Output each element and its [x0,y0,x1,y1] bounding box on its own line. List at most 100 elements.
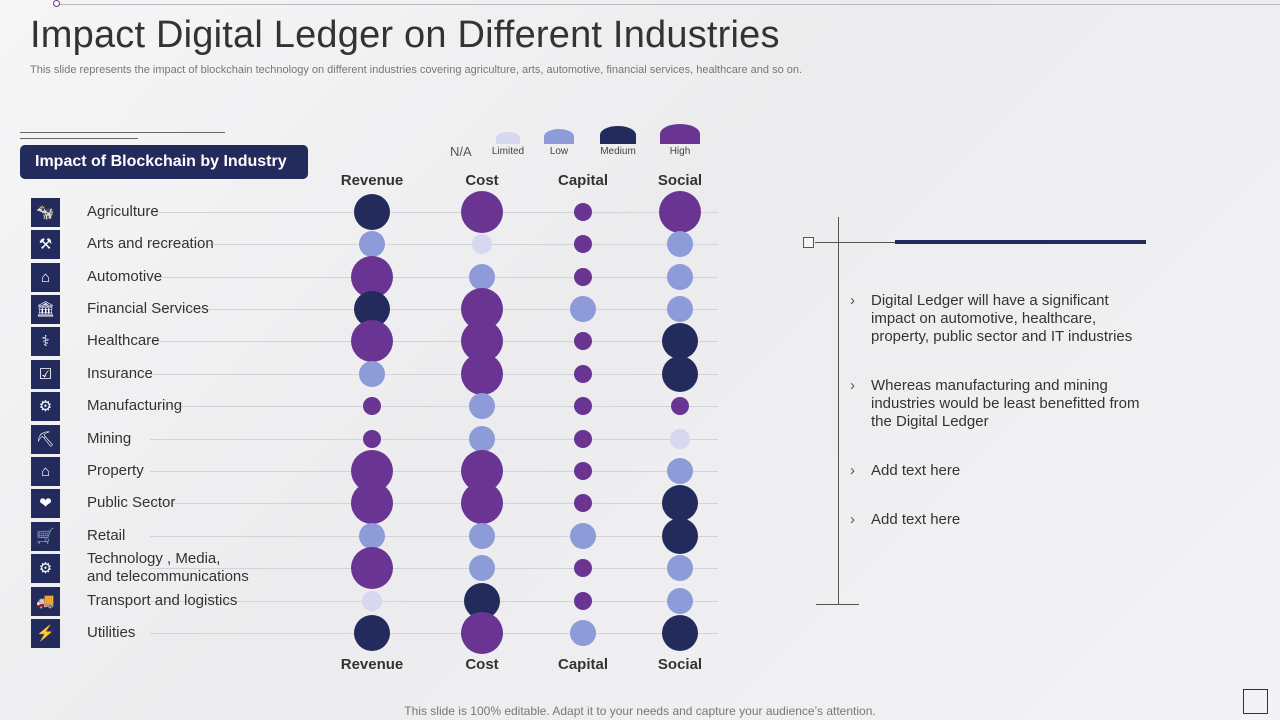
top-rule-dot [53,0,60,7]
bubble-capital [570,296,596,322]
property-icon: ⌂ [31,457,60,486]
section-header: Impact of Blockchain by Industry [20,145,308,179]
bubble-capital [574,494,592,512]
chevron-right-icon: › [850,511,855,528]
bubble-revenue [363,430,381,448]
bank-icon: 🏛 [31,295,60,324]
bubble-capital [574,365,592,383]
bubble-cost [469,555,495,581]
bubble-capital [574,559,592,577]
point-text: Add text here [871,511,961,528]
cart-icon: 🛒 [31,522,60,551]
legend-item: Low [534,129,584,157]
automotive-icon: ⌂ [31,263,60,292]
row-guide-line [150,471,718,472]
bubble-capital [574,268,592,286]
industry-label: Retail [87,527,126,544]
row-guide-line [150,277,718,278]
bubble-social [662,485,698,521]
legend-swatch [544,129,574,144]
timeline-cap [816,604,859,605]
bubble-revenue [351,547,393,589]
column-header-top-cost: Cost [465,172,499,189]
bubble-revenue [351,482,393,524]
bubble-social [662,323,698,359]
row-guide-line [150,568,718,569]
legend-label: Medium [600,146,636,157]
legend-label: Low [549,146,569,157]
insurance-icon: ☑ [31,360,60,389]
legend-swatch [660,124,700,144]
legend-swatch [600,126,636,144]
bubble-cost [469,264,495,290]
truck-icon: 🚚 [31,587,60,616]
bubble-social [662,615,698,651]
page-title: Impact Digital Ledger on Different Indus… [30,14,780,56]
column-header-top-capital: Capital [557,172,608,189]
industry-label: Technology , Media, and telecommunication… [87,550,249,585]
bubble-capital [574,203,592,221]
bubble-social [667,555,693,581]
bubble-cost [469,523,495,549]
legend-label: High [669,146,691,157]
column-header-bottom-revenue: Revenue [340,656,404,673]
bubble-capital [574,332,592,350]
row-guide-line [150,374,718,375]
chevron-right-icon: › [850,377,855,394]
bubble-cost [472,234,492,254]
row-guide-line [150,309,718,310]
tech-gear-icon: ⚙ [31,554,60,583]
bubble-cost [469,426,495,452]
industry-label: Manufacturing [87,397,183,414]
bubble-revenue [362,591,382,611]
industry-label: Public Sector [87,494,176,511]
chevron-right-icon: › [850,292,855,309]
bubble-social [667,588,693,614]
row-guide-line [150,633,718,634]
point-3: › Add text here [850,462,1150,480]
row-guide-line [150,503,718,504]
utilities-icon: ⚡ [31,619,60,648]
handshake-icon: ❤ [31,489,60,518]
bubble-capital [574,430,592,448]
legend-label: Limited [491,146,525,157]
legend-item: Medium [593,126,643,157]
bubble-revenue [354,615,390,651]
bubble-capital [570,620,596,646]
legend-item: High [655,124,705,157]
point-2: › Whereas manufacturing and mining indus… [850,377,1150,431]
doctor-icon: ⚕ [31,327,60,356]
bubble-social [659,191,701,233]
connector-line [815,242,895,243]
bubble-capital [574,235,592,253]
point-text: Add text here [871,462,961,479]
cow-icon: 🐄 [31,198,60,227]
bubble-social [670,429,690,449]
corner-square [1243,689,1268,714]
timeline-line [838,217,839,604]
industry-label: Arts and recreation [87,235,214,252]
bubble-capital [574,397,592,415]
bubble-social [671,397,689,415]
row-guide-line [150,406,718,407]
industry-label: Automotive [87,268,163,285]
factory-icon: ⚙ [31,392,60,421]
point-text: Digital Ledger will have a significant i… [871,292,1133,345]
row-guide-line [150,212,718,213]
column-header-top-social: Social [657,172,703,189]
bubble-social [667,264,693,290]
bubble-social [667,231,693,257]
row-guide-line [150,244,718,245]
bubble-social [667,458,693,484]
bubble-social [667,296,693,322]
decor-line [20,132,225,133]
footer-note: This slide is 100% editable. Adapt it to… [404,704,876,718]
row-guide-line [150,341,718,342]
legend-swatch [496,132,520,144]
industry-label: Utilities [87,624,136,641]
industry-label: Healthcare [87,332,160,349]
bubble-revenue [363,397,381,415]
column-header-bottom-capital: Capital [557,656,608,673]
decor-line [20,138,138,139]
column-header-bottom-cost: Cost [465,656,499,673]
